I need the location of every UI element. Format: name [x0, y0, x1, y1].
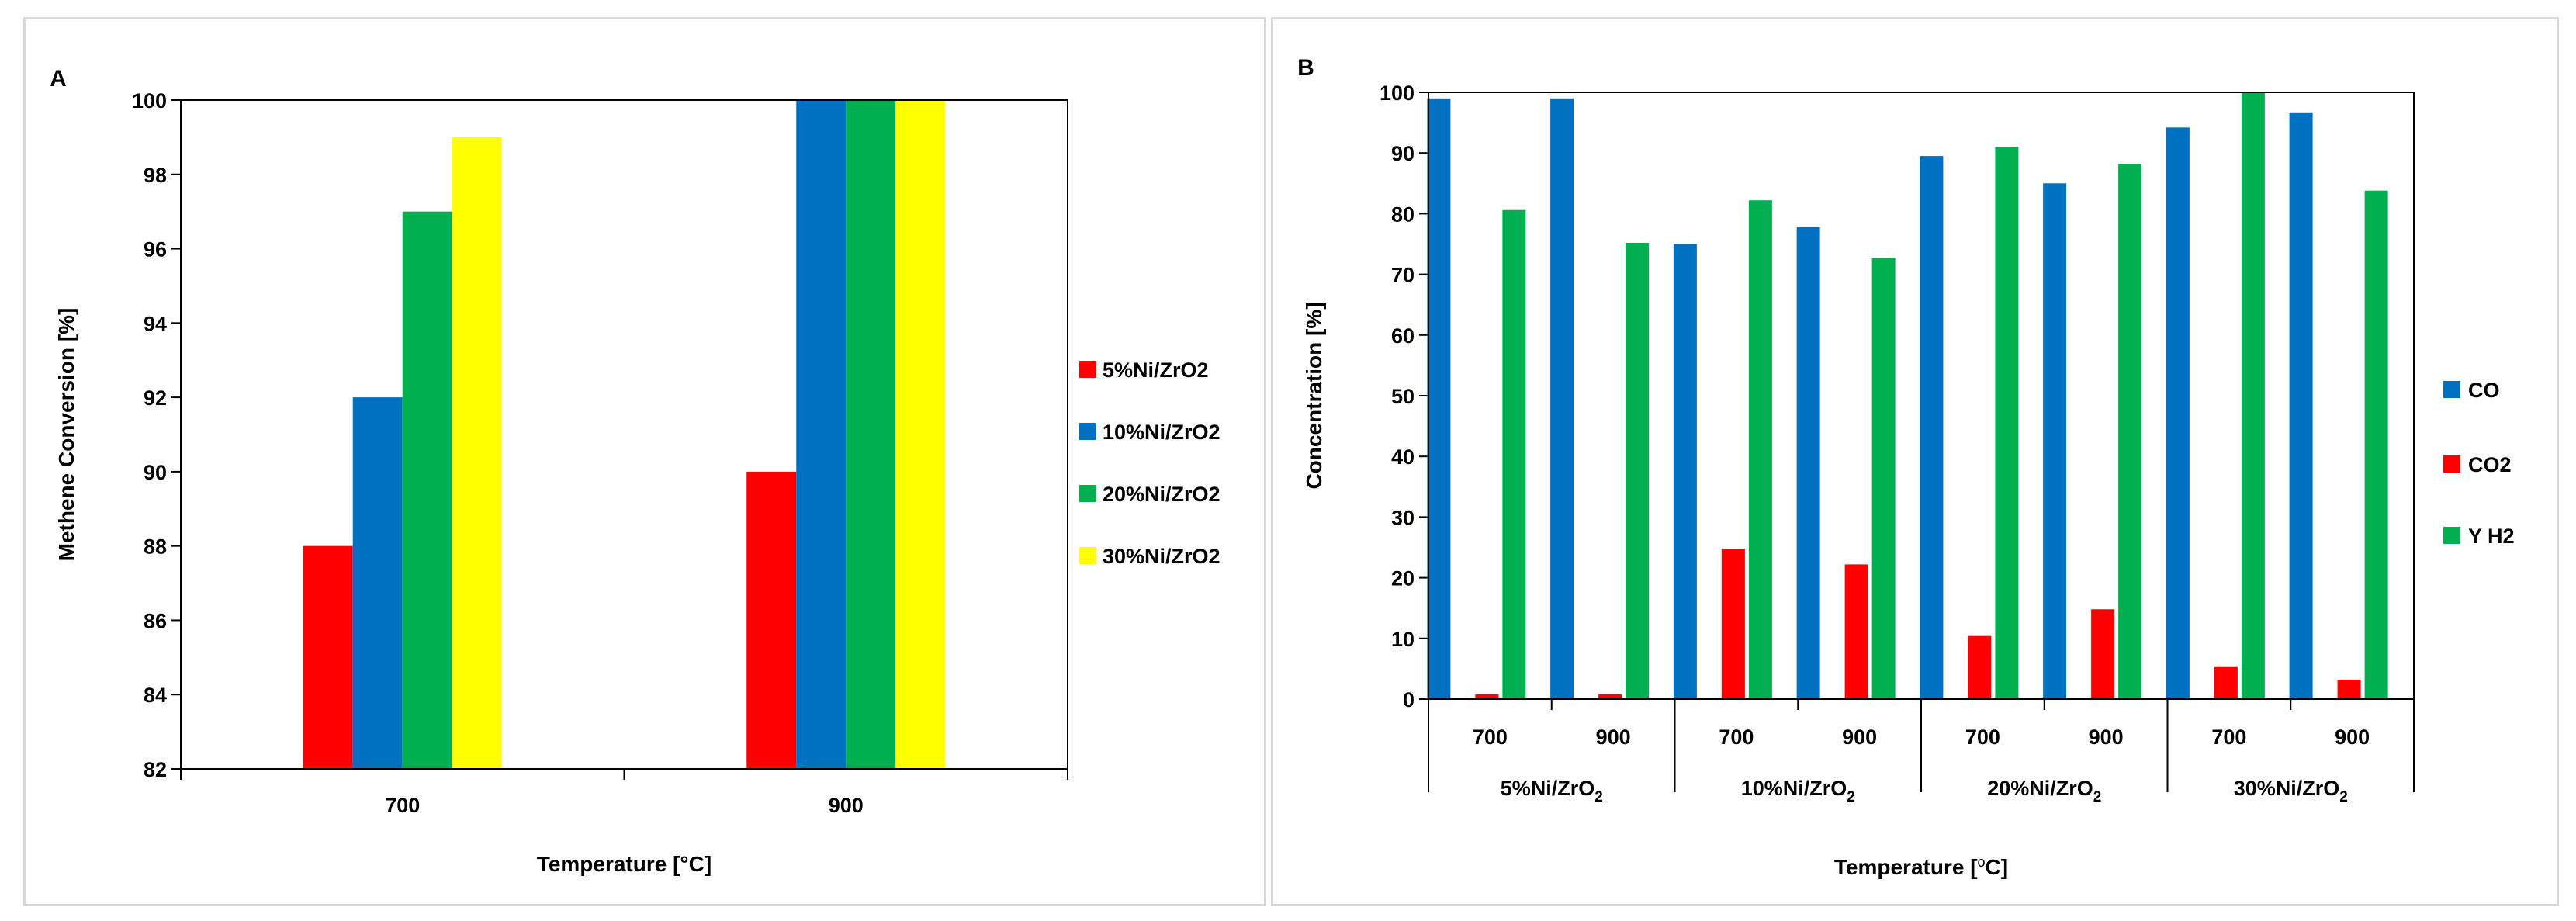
bar	[1968, 635, 1992, 699]
plot-border	[180, 99, 1068, 770]
y-tick-label: 98	[144, 164, 167, 187]
legend-swatch	[1079, 547, 1096, 564]
bar	[1550, 98, 1574, 699]
legend-swatch	[1079, 485, 1096, 502]
bar	[1721, 549, 1745, 699]
group-label: 30%Ni/ZrO2	[2234, 777, 2348, 805]
y-axis-title: Methene Conversion [%]	[54, 308, 78, 562]
bar	[796, 100, 847, 769]
legend-label: 5%Ni/ZrO2	[1103, 358, 1209, 382]
chart-panel-b: B 0 10 20 30 40 50 60 70 80 90 100 700 900 700 900 700 90…	[1271, 17, 2559, 906]
legend-label: CO2	[2468, 453, 2512, 476]
x-category-label: 900	[1842, 725, 1877, 749]
panel-label-a: A	[50, 66, 67, 92]
bar	[303, 545, 353, 769]
plot-border	[1428, 92, 2415, 700]
bar	[2118, 164, 2142, 699]
bar	[1598, 694, 1622, 699]
bar	[895, 100, 946, 769]
group-label-subscript: 2	[1594, 789, 1603, 805]
bar	[1475, 694, 1499, 699]
y-tick-label: 40	[1391, 445, 1414, 469]
bar	[1995, 147, 2019, 699]
x-category-label: 700	[2211, 725, 2246, 749]
bar	[1626, 242, 1650, 699]
y-tick-label: 96	[144, 238, 167, 261]
bar	[2214, 666, 2238, 699]
y-tick-label: 60	[1391, 324, 1414, 348]
y-tick-label: 50	[1391, 385, 1414, 408]
bar	[846, 100, 896, 769]
y-tick-label: 86	[144, 609, 167, 632]
bar	[452, 137, 502, 769]
y-tick-label: 20	[1391, 567, 1414, 590]
chart-panel-a: A 82 84 86 88 90 92 94 96 98 100 700 900 Temperature …	[23, 17, 1266, 906]
legend-swatch	[2443, 527, 2460, 544]
concentration-chart: B 0 10 20 30 40 50 60 70 80 90 100 700 900 700 900 700 90…	[1297, 55, 2515, 879]
bar	[1796, 227, 1820, 699]
x-category-label: 700	[1965, 725, 2000, 749]
y-tick-label: 94	[144, 312, 167, 335]
bar	[2337, 679, 2361, 699]
group-label-subscript: 2	[2339, 789, 2348, 805]
bar	[402, 211, 452, 769]
panel-label-b: B	[1297, 55, 1314, 81]
group-label: 5%Ni/ZrO2	[1501, 777, 1603, 805]
y-tick-label: 90	[144, 461, 167, 484]
bar	[1748, 200, 1772, 699]
y-tick-label: 92	[144, 386, 167, 410]
bar	[2289, 112, 2313, 699]
x-category-label: 900	[1596, 725, 1631, 749]
y-tick-label: 88	[144, 535, 167, 559]
y-tick-label: 100	[1380, 81, 1414, 105]
y-tick-label: 84	[144, 684, 167, 707]
bar	[1673, 244, 1697, 699]
bar	[746, 471, 797, 769]
x-category-label: 900	[2089, 725, 2124, 749]
y-tick-label: 80	[1391, 203, 1414, 226]
x-axis-title: Temperature [°C]	[537, 852, 712, 876]
legend-swatch	[1079, 423, 1096, 440]
x-category-label: 700	[1473, 725, 1508, 749]
group-label-subscript: 2	[1847, 789, 1855, 805]
bar	[2241, 92, 2265, 699]
group-label: 10%Ni/ZrO2	[1741, 777, 1855, 805]
x-category-label: 700	[385, 794, 420, 817]
y-tick-label: 90	[1391, 142, 1414, 165]
x-category-label: 900	[2335, 725, 2370, 749]
legend-label: 10%Ni/ZrO2	[1103, 421, 1220, 444]
legend-swatch	[2443, 455, 2460, 473]
bar	[1427, 98, 1451, 699]
x-category-label: 900	[829, 794, 864, 817]
bar	[2091, 609, 2115, 699]
x-category-label: 700	[1719, 725, 1754, 749]
bar	[2166, 127, 2190, 699]
y-tick-label: 0	[1403, 688, 1414, 712]
y-axis-title: Concentration [%]	[1302, 302, 1326, 489]
group-label-subscript: 2	[2093, 789, 2102, 805]
x-axis-title-end: C]	[1986, 855, 2009, 879]
group-label: 20%Ni/ZrO2	[1987, 777, 2101, 805]
bar	[352, 397, 403, 769]
y-tick-label: 10	[1391, 628, 1414, 651]
x-axis-title: Temperature [oC]	[1834, 854, 2008, 879]
x-axis-title-superscript: o	[1978, 854, 1986, 870]
y-tick-label: 70	[1391, 264, 1414, 287]
legend-swatch	[1079, 361, 1096, 378]
y-tick-label: 100	[132, 89, 167, 113]
legend-label: 30%Ni/ZrO2	[1103, 545, 1220, 568]
legend-label: 20%Ni/ZrO2	[1103, 483, 1220, 506]
methane-conversion-chart: A 82 84 86 88 90 92 94 96 98 100 700 900 Temperature …	[50, 66, 1220, 876]
bar	[1871, 258, 1896, 700]
bar	[2043, 183, 2067, 700]
legend-label: CO	[2468, 379, 2500, 402]
legend-label: Y H2	[2468, 525, 2515, 548]
bar	[2364, 190, 2388, 699]
y-tick-label: 30	[1391, 506, 1414, 529]
bar	[1920, 156, 1944, 700]
y-tick-label: 82	[144, 758, 167, 781]
legend-swatch	[2443, 381, 2460, 398]
bar	[1844, 564, 1868, 699]
bar	[1502, 209, 1526, 699]
